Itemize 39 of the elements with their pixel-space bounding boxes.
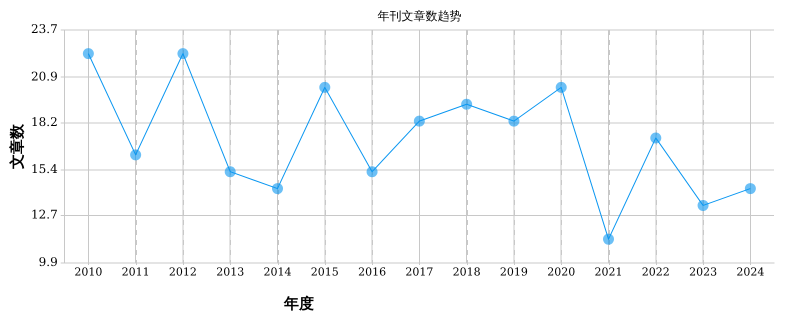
x-axis-title: 年度: [282, 294, 314, 313]
chart-title: 年刊文章数趋势: [377, 9, 462, 24]
x-tick-label: 2019: [500, 265, 528, 278]
point: [366, 166, 378, 178]
x-tick-label: 2020: [547, 265, 576, 278]
x-tick-label: 2024: [736, 265, 764, 278]
point: [556, 82, 567, 93]
y-tick-label: 18.2: [31, 114, 58, 129]
y-axis-title: 文章数: [8, 122, 26, 170]
x-tick-label: 2021: [594, 265, 622, 278]
point: [744, 183, 756, 194]
point: [319, 82, 330, 93]
x-tick-label: 2023: [689, 265, 718, 278]
point: [508, 116, 520, 127]
point: [130, 149, 142, 160]
point: [272, 183, 284, 194]
x-tick-label: 2022: [642, 265, 670, 278]
x-tick-label: 2013: [216, 265, 244, 278]
y-tick-label: 9.9: [38, 254, 58, 269]
point: [224, 166, 236, 178]
y-tick-label: 20.9: [31, 69, 58, 84]
point: [650, 132, 662, 144]
y-tick-label: 15.4: [31, 162, 58, 176]
x-tick-label: 2011: [122, 265, 150, 278]
point: [414, 116, 425, 127]
x-tick-label: 2016: [358, 265, 386, 278]
x-tick-label: 2014: [264, 265, 292, 278]
point: [603, 234, 614, 245]
x-tick-label: 2018: [452, 265, 481, 278]
y-tick-label: 12.7: [31, 208, 58, 222]
point: [82, 48, 94, 60]
point: [698, 200, 709, 211]
x-tick-label: 2012: [168, 265, 197, 278]
x-tick-label: 2015: [310, 265, 339, 278]
x-tick-label: 2010: [74, 265, 102, 278]
point: [461, 98, 472, 110]
y-tick-label: 23.7: [31, 22, 58, 36]
x-tick-label: 2017: [405, 265, 434, 278]
point: [177, 48, 188, 60]
